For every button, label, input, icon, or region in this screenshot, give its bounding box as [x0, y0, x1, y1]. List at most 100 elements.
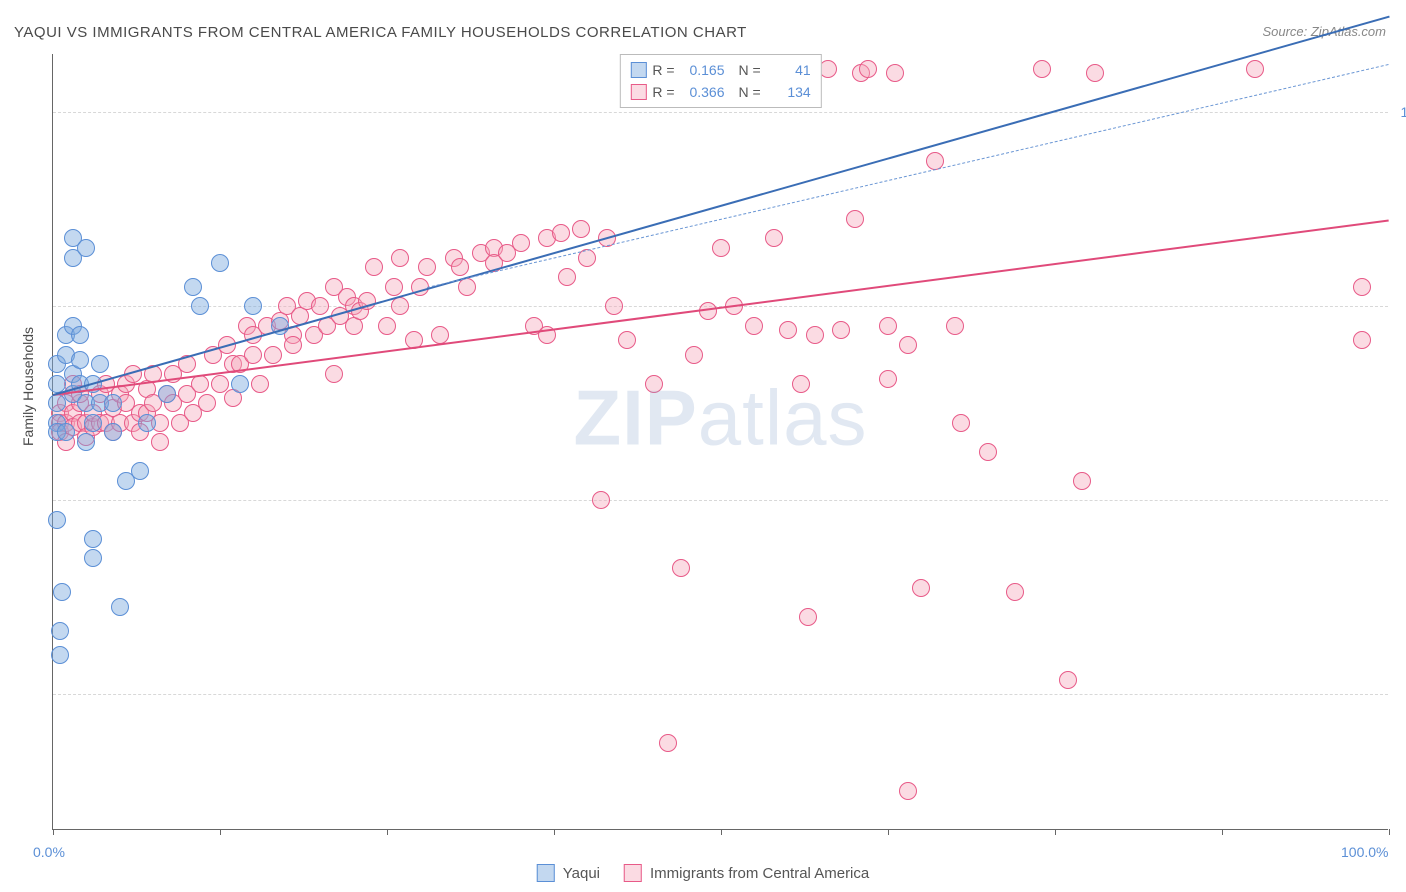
legend-swatch-pink [624, 864, 642, 882]
legend-swatch-blue [537, 864, 555, 882]
legend-swatch-pink [630, 84, 646, 100]
x-tick [1055, 829, 1056, 835]
y-tick-label: 100.0% [1393, 104, 1406, 120]
data-point [1073, 472, 1091, 490]
r-label: R = [652, 59, 674, 81]
n-label: N = [739, 59, 761, 81]
data-point [104, 394, 122, 412]
data-point [592, 491, 610, 509]
data-point [378, 317, 396, 335]
data-point [53, 583, 71, 601]
data-point [111, 598, 129, 616]
legend-item-yaqui: Yaqui [537, 864, 600, 882]
x-tick [1389, 829, 1390, 835]
data-point [191, 297, 209, 315]
n-value-yaqui: 41 [767, 59, 811, 81]
gridline [53, 500, 1388, 501]
legend-item-immigrants: Immigrants from Central America [624, 864, 869, 882]
data-point [51, 622, 69, 640]
data-point [211, 375, 229, 393]
x-tick [554, 829, 555, 835]
data-point [91, 355, 109, 373]
gridline [53, 694, 1388, 695]
chart-title: YAQUI VS IMMIGRANTS FROM CENTRAL AMERICA… [14, 24, 747, 41]
data-point [131, 462, 149, 480]
data-point [552, 224, 570, 242]
data-point [1353, 331, 1371, 349]
data-point [512, 234, 530, 252]
data-point [385, 278, 403, 296]
data-point [104, 423, 122, 441]
r-label: R = [652, 81, 674, 103]
data-point [251, 375, 269, 393]
data-point [391, 249, 409, 267]
y-tick-label: 40.0% [1393, 686, 1406, 702]
data-point [1006, 583, 1024, 601]
data-point [1246, 60, 1264, 78]
data-point [979, 443, 997, 461]
source-attribution: Source: ZipAtlas.com [1262, 24, 1386, 39]
x-tick [721, 829, 722, 835]
data-point [879, 317, 897, 335]
legend-swatch-blue [630, 62, 646, 78]
data-point [712, 239, 730, 257]
data-point [84, 530, 102, 548]
data-point [48, 511, 66, 529]
data-point [311, 297, 329, 315]
trendline [427, 64, 1389, 288]
data-point [77, 239, 95, 257]
data-point [84, 414, 102, 432]
data-point [57, 423, 75, 441]
watermark: ZIPatlas [573, 373, 867, 464]
data-point [605, 297, 623, 315]
data-point [198, 394, 216, 412]
data-point [899, 336, 917, 354]
data-point [325, 365, 343, 383]
gridline [53, 112, 1388, 113]
legend-stats-row-immigrants: R = 0.366 N = 134 [630, 81, 810, 103]
data-point [1059, 671, 1077, 689]
x-tick [53, 829, 54, 835]
source-prefix: Source: [1262, 24, 1310, 39]
x-tick-label: 0.0% [33, 844, 65, 860]
data-point [779, 321, 797, 339]
data-point [231, 375, 249, 393]
x-tick-label: 100.0% [1341, 844, 1388, 860]
data-point [806, 326, 824, 344]
y-axis-label: Family Households [20, 327, 36, 446]
data-point [138, 414, 156, 432]
data-point [451, 258, 469, 276]
data-point [765, 229, 783, 247]
data-point [71, 326, 89, 344]
x-tick [220, 829, 221, 835]
data-point [1353, 278, 1371, 296]
n-label: N = [739, 81, 761, 103]
x-tick [1222, 829, 1223, 835]
data-point [618, 331, 636, 349]
data-point [745, 317, 763, 335]
data-point [158, 385, 176, 403]
data-point [71, 351, 89, 369]
data-point [365, 258, 383, 276]
legend-stats: R = 0.165 N = 41 R = 0.366 N = 134 [619, 54, 821, 108]
data-point [244, 346, 262, 364]
legend-label-immigrants: Immigrants from Central America [650, 865, 869, 882]
data-point [659, 734, 677, 752]
data-point [77, 433, 95, 451]
data-point [792, 375, 810, 393]
scatter-plot-area: ZIPatlas R = 0.165 N = 41 R = 0.366 N = … [52, 54, 1388, 830]
data-point [952, 414, 970, 432]
data-point [391, 297, 409, 315]
data-point [84, 549, 102, 567]
data-point [946, 317, 964, 335]
data-point [558, 268, 576, 286]
legend-series: Yaqui Immigrants from Central America [537, 864, 870, 882]
data-point [879, 370, 897, 388]
x-tick [888, 829, 889, 835]
data-point [672, 559, 690, 577]
data-point [151, 433, 169, 451]
data-point [846, 210, 864, 228]
watermark-bold: ZIP [573, 374, 697, 462]
data-point [48, 394, 66, 412]
data-point [1033, 60, 1051, 78]
